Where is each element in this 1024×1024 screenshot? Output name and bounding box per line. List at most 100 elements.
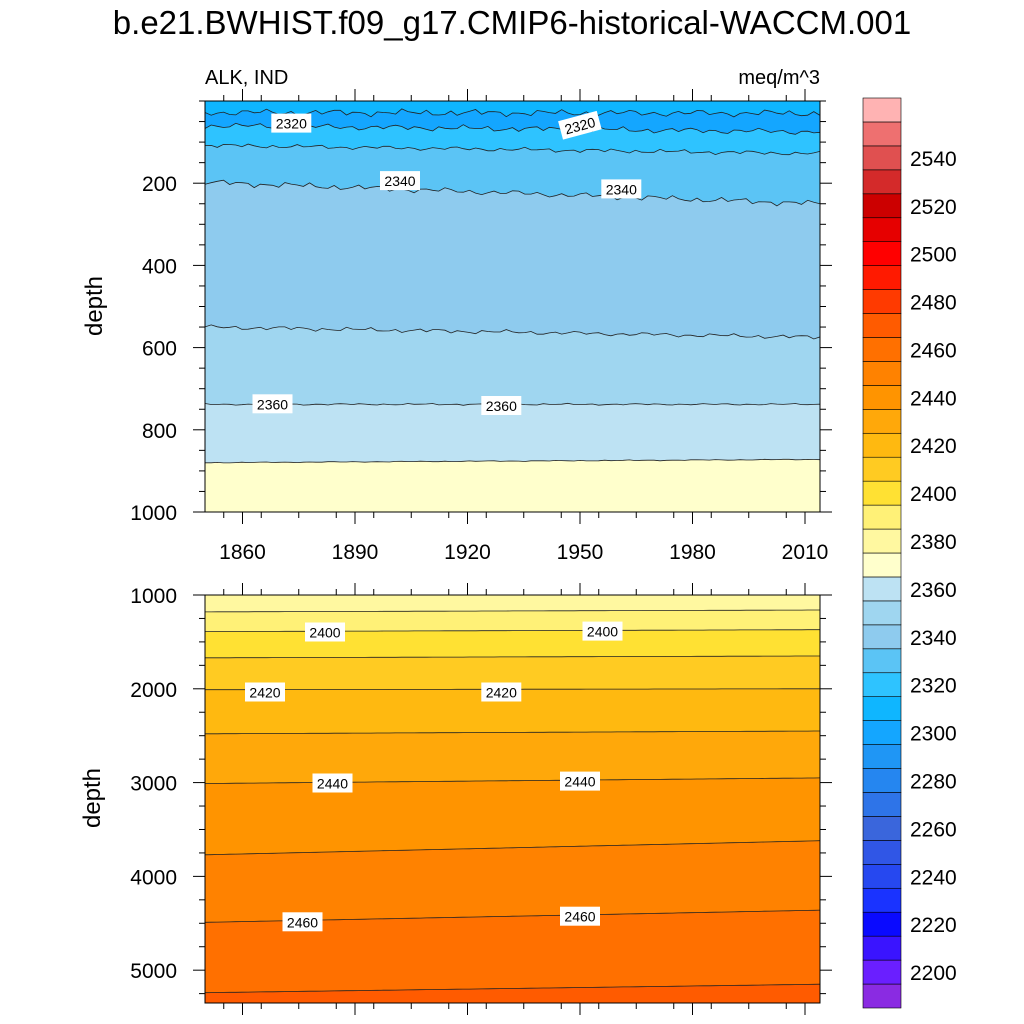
colorbar-label: 2260 <box>910 818 957 841</box>
colorbar-label: 2320 <box>910 675 957 698</box>
colorbar-label: 2480 <box>910 292 957 315</box>
colorbar-label: 2200 <box>910 962 957 985</box>
colorbar-box-2260 <box>862 816 902 841</box>
x-tick-label: 1950 <box>557 541 604 564</box>
colorbar-label: 2520 <box>910 196 957 219</box>
colorbar-box-2450 <box>862 361 902 386</box>
lower-panel: 2400 2400 2420 2420 2440 2440 2460 2460 1000 2000… <box>130 583 832 1015</box>
lower-contour-line-2410 <box>205 655 820 659</box>
lower-y-tick-label: 5000 <box>130 960 177 983</box>
contour-label: 2360 <box>486 398 517 414</box>
lower-contour-label-group: 2440 <box>312 773 353 793</box>
colorbar-box-2200 <box>862 959 902 985</box>
upper-contour-label-group: 2340 <box>601 179 642 199</box>
colorbar-label: 2280 <box>910 771 957 794</box>
colorbar-box-2300 <box>862 720 902 745</box>
colorbar-box-2250 <box>862 840 902 865</box>
lower-contour-label-group: 2400 <box>582 621 623 641</box>
x-tick-label: 1860 <box>219 541 266 564</box>
x-tick-label: 1980 <box>669 541 716 564</box>
contour-label: 2420 <box>486 685 517 701</box>
contour-label: 2360 <box>257 396 288 412</box>
upper-ylabel: depth <box>81 276 108 336</box>
lower-contour-label-group: 2460 <box>282 912 323 932</box>
lower-contour-label-group: 2460 <box>560 906 600 926</box>
lower-contour-label-group: 2420 <box>481 682 522 702</box>
contour-label: 2320 <box>276 116 307 132</box>
colorbar-box-2550 <box>862 121 902 147</box>
colorbar-label: 2460 <box>910 339 957 362</box>
colorbar-box-2330 <box>862 648 902 674</box>
colorbar-box-2460 <box>862 337 902 362</box>
lower-plot-frame <box>204 594 821 1004</box>
colorbar-label: 2240 <box>910 866 957 889</box>
upper-panel: 2320 2320 2340 2340 2360 2360 200 400 600 800 1000… <box>130 89 832 564</box>
upper-contour-line-2330 <box>205 143 820 156</box>
upper-contour-line-2340 <box>205 179 820 207</box>
colorbar-box-2270 <box>862 792 902 817</box>
colorbar-box-2360 <box>862 576 902 602</box>
upper-y-tick-label: 600 <box>142 338 177 361</box>
colorbar-box-2240 <box>862 864 902 889</box>
upper-y-tick-label: 1000 <box>130 502 177 525</box>
contour-label: 2440 <box>317 776 348 792</box>
colorbar: 2200 2220 2240 2260 2280 2300 2320 2340 2360 2380… <box>862 97 957 1009</box>
lower-contour-fill-2460 <box>205 910 820 1003</box>
lower-y-tick-label: 2000 <box>130 679 177 702</box>
colorbar-box-2230 <box>862 887 902 913</box>
colorbar-box-2510 <box>862 217 902 242</box>
colorbar-box-2380 <box>862 528 902 554</box>
contour-label-box <box>245 682 285 702</box>
contour-label: 2320 <box>563 114 597 138</box>
chart-title: b.e21.BWHIST.f09_g17.CMIP6-historical-WA… <box>113 4 911 41</box>
contour-label: 2400 <box>587 624 618 640</box>
colorbar-box-2350 <box>862 600 902 626</box>
colorbar-box-2370 <box>862 552 902 578</box>
lower-y-tick-label: 1000 <box>130 585 177 608</box>
colorbar-box-2540 <box>862 145 902 171</box>
x-tick-label: 1890 <box>332 541 379 564</box>
contour-label: 2420 <box>249 685 280 701</box>
colorbar-box-2280 <box>862 768 902 793</box>
contour-label-box <box>560 771 600 791</box>
colorbar-box-2400 <box>862 480 902 506</box>
contour-label-box <box>582 621 623 641</box>
colorbar-label: 2500 <box>910 244 957 267</box>
upper-y-tick-label: 200 <box>142 173 177 196</box>
contour-label-box <box>312 773 353 793</box>
colorbar-box-2560 <box>862 97 902 123</box>
colorbar-box-2390 <box>862 504 902 530</box>
contour-label-box <box>252 394 293 414</box>
colorbar-box-2210 <box>862 935 902 961</box>
contour-label-box <box>380 171 420 191</box>
upper-y-tick-label: 400 <box>142 255 177 278</box>
upper-contour-label-group: 2340 <box>380 171 420 191</box>
colorbar-label: 2400 <box>910 483 957 506</box>
colorbar-box-2490 <box>862 265 902 290</box>
upper-contour-line-2370 <box>205 458 820 464</box>
colorbar-box-2420 <box>862 432 902 458</box>
contour-label-box <box>481 682 522 702</box>
lower-contour-line-2450 <box>205 840 820 856</box>
units-label: meq/m^3 <box>738 67 820 89</box>
contour-label-box <box>560 906 600 926</box>
colorbar-box-2500 <box>862 241 902 266</box>
colorbar-box-2440 <box>862 385 902 410</box>
upper-contour-line-2310 <box>205 108 820 118</box>
colorbar-box-2190 <box>862 983 902 1009</box>
upper-contour-label-group: 2320 <box>558 110 602 140</box>
colorbar-box-2310 <box>862 696 902 721</box>
colorbar-box-2470 <box>862 313 902 338</box>
contour-label-box <box>601 179 642 199</box>
lower-contour-line-2430 <box>205 730 820 735</box>
lower-contour-line-2390 <box>205 609 820 613</box>
colorbar-box-2480 <box>862 289 902 314</box>
x-tick-label: 1920 <box>444 541 491 564</box>
colorbar-label: 2360 <box>910 579 957 602</box>
contour-label-box <box>558 110 602 140</box>
colorbar-box-2430 <box>862 409 902 434</box>
upper-contour-fill-2370 <box>205 459 820 512</box>
upper-y-tick-label: 800 <box>142 420 177 443</box>
lower-contour-label-group: 2420 <box>245 682 285 702</box>
contour-label-box <box>481 396 522 415</box>
